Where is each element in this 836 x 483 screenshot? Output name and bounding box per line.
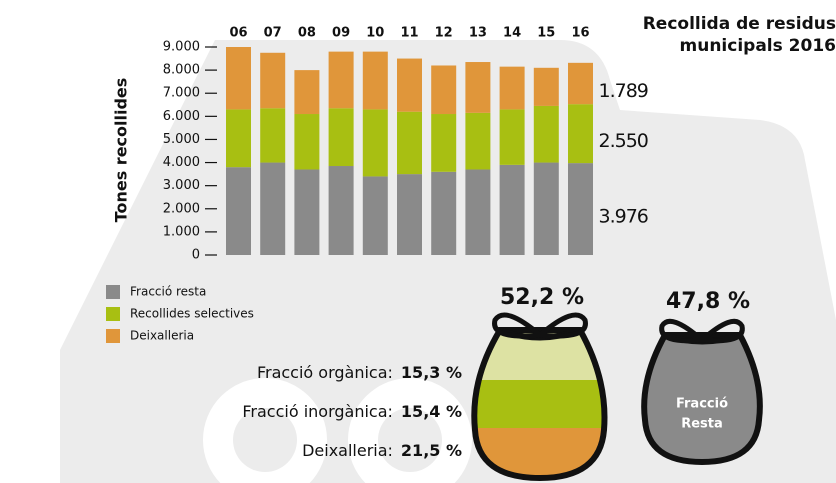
bar-segment xyxy=(568,104,593,163)
legend-label: Fracció resta xyxy=(130,285,206,299)
y-tick-label: 5.000 xyxy=(163,132,200,147)
bar-segment xyxy=(500,165,525,255)
x-tick-label: 15 xyxy=(537,26,555,41)
legend-label: Recollides selectives xyxy=(130,307,254,321)
x-tick-label: 12 xyxy=(435,26,453,41)
bar-segment xyxy=(397,59,422,112)
bar-segment xyxy=(397,112,422,174)
bar-segment xyxy=(329,166,354,255)
x-tick-label: 07 xyxy=(264,26,282,41)
value-label: 1.789 xyxy=(599,80,648,102)
legend-swatch xyxy=(106,307,120,321)
y-tick-label: 8.000 xyxy=(163,63,200,78)
x-tick-label: 10 xyxy=(366,26,384,41)
value-label: 3.976 xyxy=(599,206,648,228)
y-tick-label: 7.000 xyxy=(163,86,200,101)
resta-label: Fracció xyxy=(676,397,728,412)
bar-segment xyxy=(534,163,559,255)
x-tick-label: 09 xyxy=(332,26,350,41)
bar-segment xyxy=(534,106,559,163)
bar-segment xyxy=(500,67,525,110)
bar-segment xyxy=(294,114,319,169)
bar-segment xyxy=(465,169,490,255)
bar-segment xyxy=(500,109,525,164)
bag-row: Fracció inorgànica: 15,4 % xyxy=(242,402,462,421)
resta-total: 47,8 % xyxy=(666,289,750,314)
bar-segment xyxy=(363,52,388,110)
y-tick-label: 6.000 xyxy=(163,109,200,124)
bar-segment xyxy=(431,114,456,172)
bar-segment xyxy=(465,62,490,113)
row-value: 15,3 % xyxy=(401,363,462,382)
bar-segment xyxy=(431,172,456,255)
row-label: Fracció inorgànica: xyxy=(242,402,393,421)
legend-swatch xyxy=(106,329,120,343)
row-value: 15,4 % xyxy=(401,402,462,421)
bar-segment xyxy=(260,53,285,108)
x-tick-label: 16 xyxy=(571,26,589,41)
y-axis-label: Tones recollides xyxy=(112,78,131,223)
bar-segment xyxy=(260,108,285,162)
bar-segment xyxy=(363,109,388,176)
bar-segment xyxy=(568,163,593,255)
bar-segment xyxy=(329,108,354,166)
y-tick-label: 4.000 xyxy=(163,155,200,170)
bar-segment xyxy=(431,65,456,114)
bar-segment xyxy=(226,109,251,167)
legend-label: Deixalleria xyxy=(130,329,194,343)
bag-row: Fracció orgànica: 15,3 % xyxy=(257,363,462,382)
row-label: Fracció orgànica: xyxy=(257,363,393,382)
bag-row: Deixalleria: 21,5 % xyxy=(302,441,462,460)
y-tick-label: 3.000 xyxy=(163,178,200,193)
bar-segment xyxy=(329,52,354,109)
x-tick-label: 06 xyxy=(229,26,247,41)
resta-label: Resta xyxy=(681,417,723,432)
x-tick-label: 14 xyxy=(503,26,521,41)
bar-segment xyxy=(294,70,319,114)
bar-segment xyxy=(226,47,251,109)
bar-segment xyxy=(568,63,593,104)
bar-segment xyxy=(465,113,490,170)
resta-bag xyxy=(644,321,760,462)
x-tick-label: 08 xyxy=(298,26,316,41)
value-label: 2.550 xyxy=(599,130,648,152)
row-value: 21,5 % xyxy=(401,441,462,460)
selective-total: 52,2 % xyxy=(500,285,584,310)
x-tick-label: 11 xyxy=(400,26,418,41)
y-tick-label: 1.000 xyxy=(163,224,200,239)
bar-segment xyxy=(226,167,251,255)
x-tick-label: 13 xyxy=(469,26,487,41)
bar-segment xyxy=(260,163,285,255)
y-tick-label: 2.000 xyxy=(163,201,200,216)
y-tick-label: 0 xyxy=(192,248,200,263)
infographic: Recollida de residusmunicipals 2016 Tone… xyxy=(0,0,836,483)
row-label: Deixalleria: xyxy=(302,441,393,460)
y-tick-label: 9.000 xyxy=(163,40,200,55)
bar-segment xyxy=(534,68,559,106)
bar-segment xyxy=(363,176,388,255)
bar-segment xyxy=(294,169,319,255)
bar-segment xyxy=(397,174,422,255)
legend-swatch xyxy=(106,285,120,299)
